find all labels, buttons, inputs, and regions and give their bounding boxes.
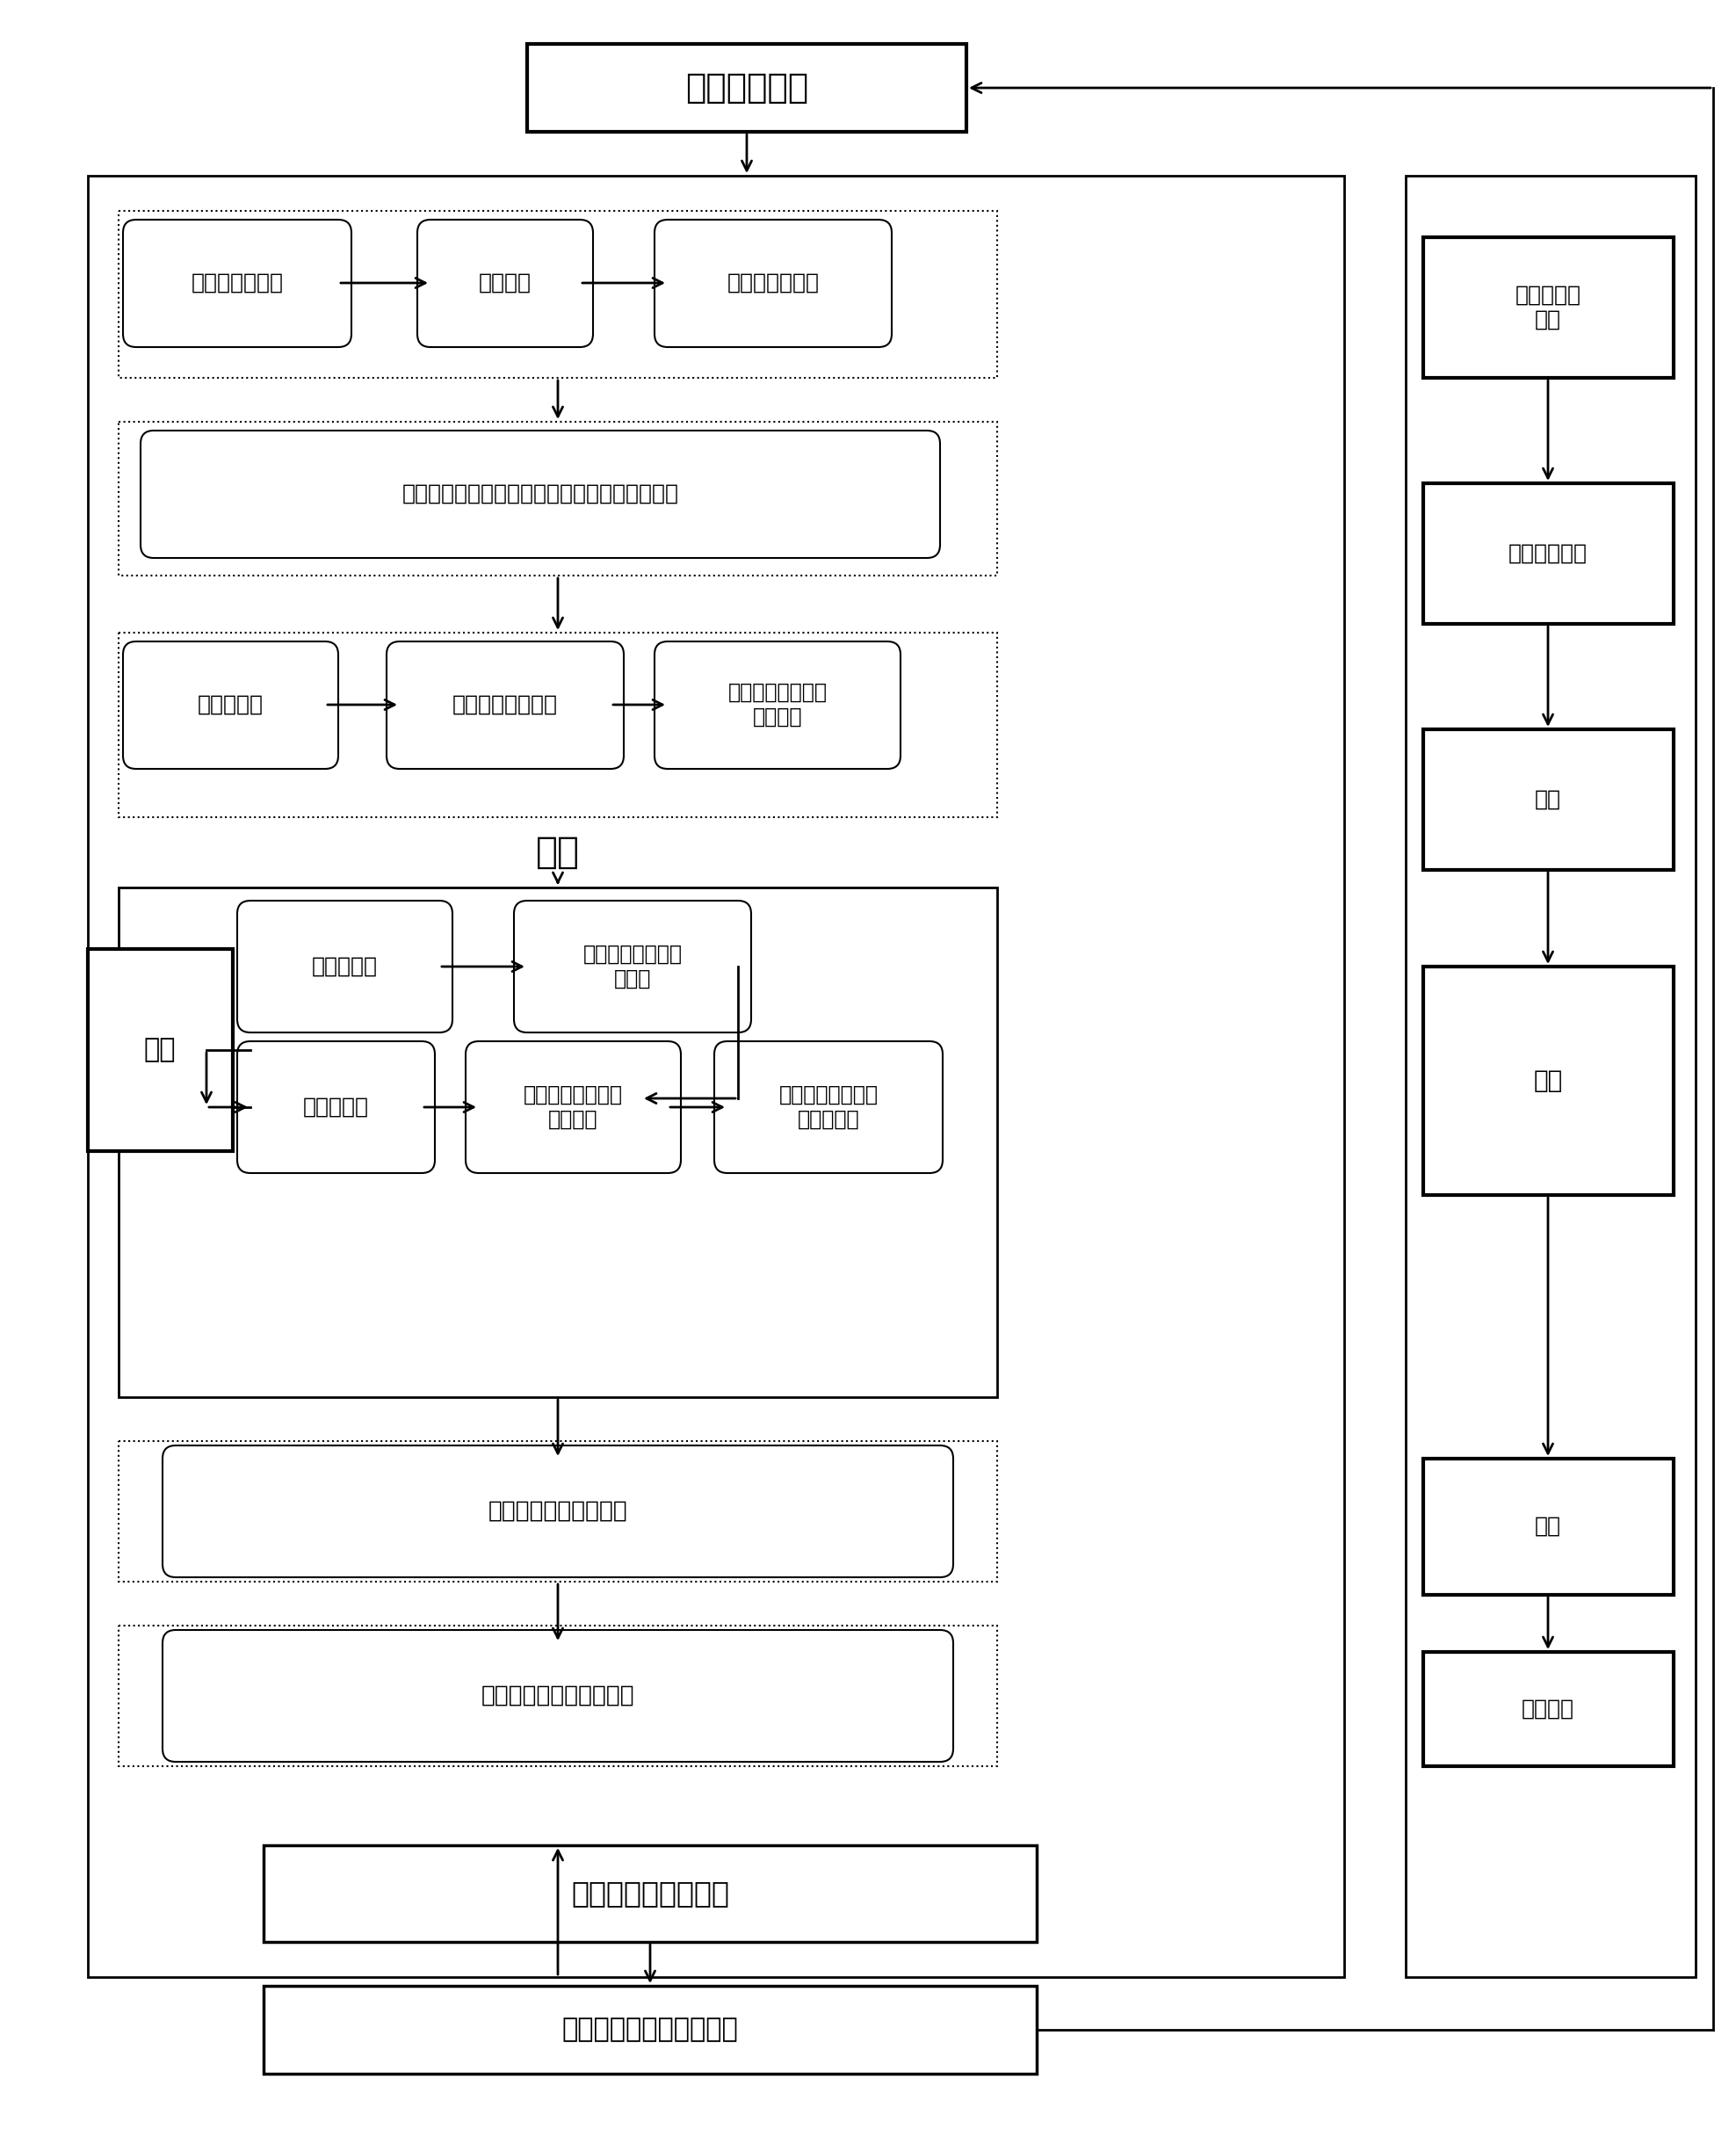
Bar xyxy=(89,949,233,1152)
FancyBboxPatch shape xyxy=(654,641,901,769)
Text: 查看混合器内水泥
浆压力: 查看混合器内水泥 浆压力 xyxy=(583,945,682,989)
Bar xyxy=(118,887,996,1398)
Text: 注浆: 注浆 xyxy=(1533,1068,1562,1094)
FancyBboxPatch shape xyxy=(238,900,453,1032)
Text: 压管: 压管 xyxy=(1535,789,1561,810)
Bar xyxy=(118,1626,996,1765)
Bar xyxy=(118,212,996,378)
FancyBboxPatch shape xyxy=(141,430,939,558)
FancyBboxPatch shape xyxy=(123,220,351,346)
Text: 比重测定: 比重测定 xyxy=(479,271,531,293)
Bar xyxy=(1424,483,1674,624)
Bar xyxy=(1424,1652,1674,1765)
Text: 按要求拌制浆液: 按要求拌制浆液 xyxy=(191,271,283,293)
Bar xyxy=(118,421,996,575)
Text: 注浆前，在当晚待注浆孔的球阀上安装防喷装置: 注浆前，在当晚待注浆孔的球阀上安装防喷装置 xyxy=(403,483,679,504)
Bar xyxy=(1424,1460,1674,1594)
Bar xyxy=(264,1844,1036,1943)
FancyBboxPatch shape xyxy=(163,1445,953,1577)
Bar xyxy=(118,633,996,816)
FancyBboxPatch shape xyxy=(713,1041,943,1173)
FancyBboxPatch shape xyxy=(238,1041,436,1173)
Text: 关闭球阀: 关闭球阀 xyxy=(1522,1699,1575,1720)
Text: 抜管: 抜管 xyxy=(1535,1515,1561,1537)
Bar xyxy=(1424,729,1674,870)
Text: 安排下次注浆孔位及深度: 安排下次注浆孔位及深度 xyxy=(562,2017,738,2043)
FancyBboxPatch shape xyxy=(417,220,594,346)
Text: 数据分析及沉降预测: 数据分析及沉降预测 xyxy=(571,1878,729,1908)
Text: 安装喷浆头: 安装喷浆头 xyxy=(198,695,264,716)
FancyBboxPatch shape xyxy=(514,900,752,1032)
Text: 按设定流量进行双
液浆注浆: 按设定流量进行双 液浆注浆 xyxy=(523,1083,623,1130)
Bar xyxy=(1424,237,1674,378)
FancyBboxPatch shape xyxy=(123,641,339,769)
Text: 采用工具分节压管: 采用工具分节压管 xyxy=(453,695,557,716)
Text: 注浆: 注浆 xyxy=(536,833,580,870)
Bar xyxy=(118,1440,996,1581)
Bar xyxy=(264,1985,1036,2073)
FancyBboxPatch shape xyxy=(387,641,623,769)
FancyBboxPatch shape xyxy=(654,220,892,346)
Text: 关闭球阀并拆除防喷装置: 关闭球阀并拆除防喷装置 xyxy=(481,1684,635,1707)
Bar xyxy=(89,175,1344,1977)
Text: 当晚现场交底: 当晚现场交底 xyxy=(686,71,809,105)
Text: 闹管后分节抜出注浆管: 闹管后分节抜出注浆管 xyxy=(488,1500,628,1524)
Bar xyxy=(1406,175,1696,1977)
FancyBboxPatch shape xyxy=(465,1041,681,1173)
Text: 测量: 测量 xyxy=(144,1036,175,1062)
Text: 开水泥浆泵: 开水泥浆泵 xyxy=(311,955,377,977)
Bar xyxy=(528,45,967,132)
FancyBboxPatch shape xyxy=(163,1631,953,1761)
Text: 浆液运输及携拌: 浆液运输及携拌 xyxy=(727,271,819,293)
Text: 开水玻璃泵: 开水玻璃泵 xyxy=(302,1096,368,1118)
Text: 安装混合器及连接
注浆管路: 安装混合器及连接 注浆管路 xyxy=(727,682,826,727)
Text: 安装防喷装置: 安装防喷装置 xyxy=(1509,543,1587,564)
Text: 拌制和运输
浆液: 拌制和运输 浆液 xyxy=(1516,284,1581,331)
Text: 单液浆冲管或同时
关闭两台泵: 单液浆冲管或同时 关闭两台泵 xyxy=(779,1083,878,1130)
Bar xyxy=(1424,966,1674,1195)
